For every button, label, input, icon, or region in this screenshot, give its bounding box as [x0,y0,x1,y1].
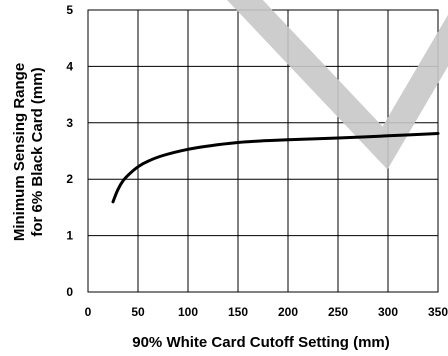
x-tick-label-50: 50 [131,305,145,319]
x-tick-label-150: 150 [228,305,248,319]
y-tick-labels: 0 1 2 3 4 5 [66,3,73,299]
watermark-checkmark [227,0,448,170]
series-layer [111,132,440,204]
x-tick-label-100: 100 [178,305,198,319]
y-tick-label-3: 3 [66,116,73,130]
x-tick-labels: 0 50 100 150 200 250 300 350 [85,305,448,319]
y-axis-label-line-1: Minimum Sensing Range [11,63,28,241]
x-axis-label: 90% White Card Cutoff Setting (mm) [132,334,390,351]
y-tick-label-2: 2 [66,172,73,186]
y-tick-label-5: 5 [66,3,73,17]
watermark-stroke [227,0,448,170]
x-tick-label-200: 200 [278,305,298,319]
x-tick-label-250: 250 [328,305,348,319]
y-axis-label-line-2: for 6% Black Card (mm) [29,67,46,236]
x-tick-label-0: 0 [85,305,92,319]
y-tick-label-4: 4 [66,59,73,73]
x-tick-label-300: 300 [378,305,398,319]
y-tick-label-1: 1 [66,229,73,243]
x-tick-label-350: 350 [428,305,448,319]
y-tick-label-0: 0 [66,285,73,299]
series-line-0 [111,132,440,204]
